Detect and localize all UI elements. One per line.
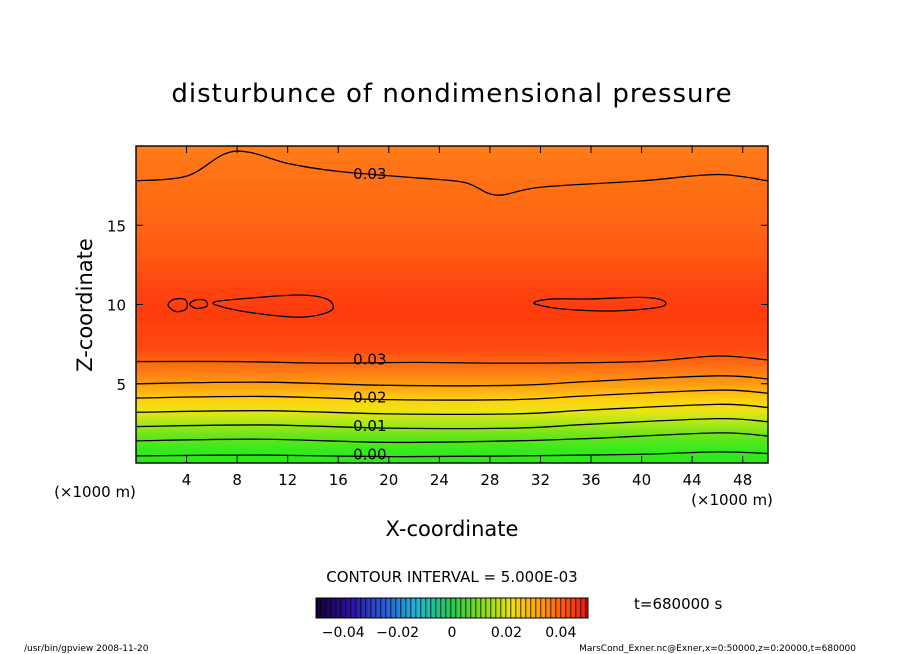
colorbar-frame: [315, 597, 589, 619]
x-tick-label: 44: [683, 471, 702, 489]
x-tick-label: 36: [581, 471, 600, 489]
contour-label: 0.03: [353, 165, 386, 183]
contour-line: [135, 403, 769, 415]
x-tick-label: 12: [278, 471, 297, 489]
contour-line: [135, 375, 769, 387]
contour-line: [135, 389, 769, 401]
contour-line: [135, 451, 769, 458]
x-axis-ticks: 4 8 12 16 20 24 28 32 36 40 44 48: [182, 146, 752, 489]
x-tick-label: 16: [329, 471, 348, 489]
x-tick-label: 48: [733, 471, 752, 489]
colorbar-stripes: [316, 598, 588, 618]
contour-label-group: 0.03 0.03 0.02 0.01 0.00: [353, 165, 386, 464]
colorbar: −0.04 −0.02 0 0.02 0.04: [315, 597, 589, 641]
contour-label: 0.00: [353, 445, 386, 463]
contour-line: [212, 294, 334, 318]
colorbar-tick-label: 0.04: [545, 625, 576, 641]
footer-right: MarsCond_Exner.nc@Exner,x=0:50000,z=0:20…: [579, 644, 856, 654]
contour-lines: [135, 150, 769, 458]
y-axis-ticks: 5 10 15: [107, 217, 768, 394]
y-unit-label: (×1000 m): [54, 483, 136, 501]
contour-label: 0.03: [353, 350, 386, 368]
contour-line: [167, 297, 188, 313]
contour-label: 0.02: [353, 388, 386, 406]
contour-interval-text: CONTOUR INTERVAL = 5.000E-03: [326, 568, 577, 586]
time-label: t=680000 s: [634, 595, 722, 613]
contour-line: [135, 432, 769, 444]
x-tick-label: 40: [632, 471, 651, 489]
x-tick-label: 32: [531, 471, 550, 489]
chart-title: disturbunce of nondimensional pressure: [171, 79, 732, 109]
x-unit-label: (×1000 m): [691, 491, 773, 509]
contour-line: [135, 150, 769, 196]
contour-line: [533, 296, 667, 312]
y-tick-label: 10: [107, 297, 126, 315]
contour-label: 0.01: [353, 417, 386, 435]
colorbar-tick-label: 0.02: [491, 625, 522, 641]
x-axis-label: X-coordinate: [386, 517, 519, 541]
pressure-field: [136, 146, 768, 463]
colorbar-ticks: −0.04 −0.02 0 0.02 0.04: [322, 625, 577, 641]
y-tick-label: 5: [116, 376, 126, 394]
contour-line: [135, 417, 769, 430]
colorbar-tick-label: −0.02: [376, 625, 419, 641]
x-tick-label: 20: [379, 471, 398, 489]
y-tick-label: 15: [107, 217, 126, 235]
contour-line: [188, 298, 209, 310]
colorbar-tick-label: −0.04: [322, 625, 365, 641]
plot-area: 0.030.030.020.010.00 4 8 12 16 20 24 28 32 36 40 4…: [107, 145, 769, 489]
x-tick-label: 24: [430, 471, 449, 489]
colorbar-tick-label: 0: [448, 625, 457, 641]
contour-line: [135, 355, 769, 364]
x-tick-label: 28: [480, 471, 499, 489]
y-axis-label: Z-coordinate: [73, 238, 97, 372]
x-tick-label: 4: [182, 471, 192, 489]
footer-left: /usr/bin/gpview 2008-11-20: [24, 644, 149, 654]
x-tick-label: 8: [232, 471, 242, 489]
